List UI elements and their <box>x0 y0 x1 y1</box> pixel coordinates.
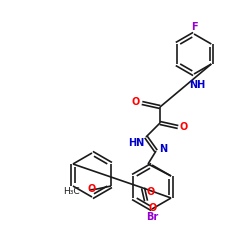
Text: H₃C: H₃C <box>64 186 80 196</box>
Text: O: O <box>88 184 96 194</box>
Text: O: O <box>148 203 156 213</box>
Text: F: F <box>191 22 197 32</box>
Text: O: O <box>147 187 155 197</box>
Text: O: O <box>132 97 140 107</box>
Text: HN: HN <box>128 138 144 148</box>
Text: Br: Br <box>146 212 158 222</box>
Text: O: O <box>180 122 188 132</box>
Text: NH: NH <box>189 80 205 90</box>
Text: N: N <box>159 144 167 154</box>
